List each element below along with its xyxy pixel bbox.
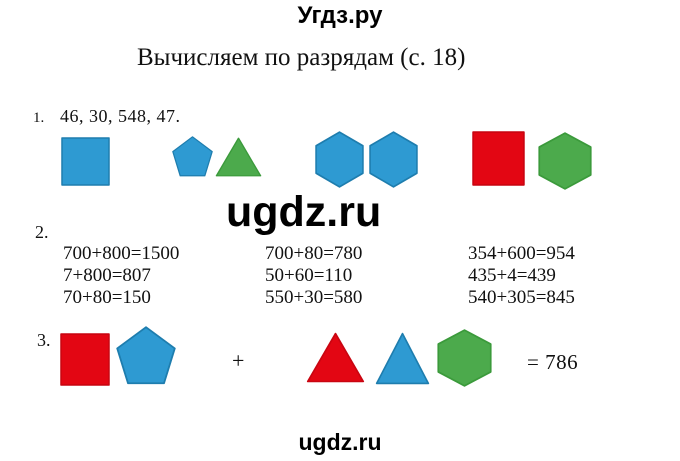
item-2-number: 2. <box>35 222 49 242</box>
shape-hexagon-blue-1 <box>314 131 365 188</box>
shape-triangle-blue <box>375 332 430 385</box>
equation: 354+600=954 <box>468 243 575 264</box>
site-footer: ugdz.ru <box>298 429 382 455</box>
equation: 50+60=110 <box>265 265 353 286</box>
item-1-values: 46, 30, 548, 47. <box>60 106 181 126</box>
equals-result: = 786 <box>527 350 579 374</box>
site-header: Угдз.ру <box>297 2 383 29</box>
shape-pentagon-blue <box>172 136 213 177</box>
shape-triangle-red <box>306 332 365 383</box>
equation: 550+30=580 <box>265 287 363 308</box>
equation-column-2: 700+80=780 50+60=110 550+30=580 <box>265 243 362 309</box>
shape-hexagon-green <box>537 132 593 190</box>
plus-operator: + <box>232 348 245 373</box>
equation: 700+80=780 <box>265 243 363 264</box>
shape-triangle-green <box>215 137 262 177</box>
shape-square-red <box>472 131 525 186</box>
shape-pentagon-blue-2 <box>116 326 176 385</box>
shape-hexagon-blue-2 <box>368 131 419 188</box>
shape-square-red-2 <box>60 333 110 386</box>
equation: 7+800=807 <box>63 265 151 286</box>
equation-column-1: 700+800=1500 7+800=807 70+80=150 <box>63 243 179 309</box>
shape-hexagon-green-2 <box>436 329 493 387</box>
item-3-number: 3. <box>37 330 51 350</box>
watermark-text: ugdz.ru <box>226 188 382 236</box>
shape-square-blue <box>61 137 110 186</box>
equation: 435+4=439 <box>468 265 556 286</box>
equation-column-3: 354+600=954 435+4=439 540+305=845 <box>468 243 575 309</box>
equation: 70+80=150 <box>63 287 151 308</box>
equation: 540+305=845 <box>468 287 575 308</box>
equation: 700+800=1500 <box>63 243 180 264</box>
item-1-number: 1. <box>33 110 45 126</box>
page-title: Вычисляем по разрядам (с. 18) <box>137 44 466 71</box>
